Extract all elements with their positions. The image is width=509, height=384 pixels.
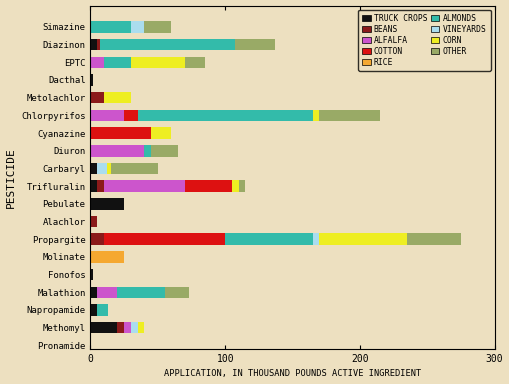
Bar: [124, 109, 137, 121]
Bar: [104, 180, 185, 192]
Bar: [131, 322, 137, 333]
Bar: [97, 180, 104, 192]
Bar: [235, 39, 275, 50]
Bar: [104, 92, 131, 103]
Bar: [91, 74, 93, 86]
Bar: [97, 286, 118, 298]
Bar: [91, 92, 104, 103]
Bar: [91, 163, 97, 174]
Bar: [124, 322, 131, 333]
Bar: [91, 145, 145, 157]
Bar: [110, 163, 158, 174]
Bar: [151, 145, 178, 157]
Bar: [164, 286, 189, 298]
Bar: [91, 322, 118, 333]
Bar: [91, 109, 124, 121]
Bar: [137, 322, 145, 333]
X-axis label: APPLICATION, IN THOUSAND POUNDS ACTIVE INGREDIENT: APPLICATION, IN THOUSAND POUNDS ACTIVE I…: [164, 369, 421, 379]
Bar: [320, 233, 407, 245]
Bar: [91, 127, 151, 139]
Bar: [320, 109, 380, 121]
Bar: [91, 304, 97, 316]
Bar: [97, 163, 107, 174]
Bar: [118, 286, 164, 298]
Bar: [107, 163, 110, 174]
Bar: [145, 21, 172, 33]
Bar: [91, 216, 97, 227]
Bar: [91, 286, 97, 298]
Bar: [97, 304, 108, 316]
Bar: [104, 56, 131, 68]
Bar: [185, 180, 232, 192]
Y-axis label: PESTICIDE: PESTICIDE: [6, 147, 16, 208]
Bar: [91, 251, 124, 263]
Bar: [91, 39, 97, 50]
Bar: [91, 269, 93, 280]
Bar: [104, 233, 225, 245]
Bar: [91, 56, 104, 68]
Legend: TRUCK CROPS, BEANS, ALFALFA, COTTON, RICE, ALMONDS, VINEYARDS, CORN, OTHER: TRUCK CROPS, BEANS, ALFALFA, COTTON, RIC…: [358, 10, 491, 71]
Bar: [185, 56, 205, 68]
Bar: [131, 21, 145, 33]
Bar: [313, 233, 320, 245]
Bar: [313, 109, 320, 121]
Bar: [239, 180, 245, 192]
Bar: [225, 233, 313, 245]
Bar: [91, 233, 104, 245]
Bar: [100, 39, 235, 50]
Bar: [151, 127, 172, 139]
Bar: [91, 180, 97, 192]
Bar: [91, 21, 131, 33]
Bar: [91, 198, 124, 210]
Bar: [137, 109, 313, 121]
Bar: [131, 56, 185, 68]
Bar: [118, 322, 124, 333]
Bar: [232, 180, 239, 192]
Bar: [97, 39, 100, 50]
Bar: [407, 233, 461, 245]
Bar: [145, 145, 151, 157]
